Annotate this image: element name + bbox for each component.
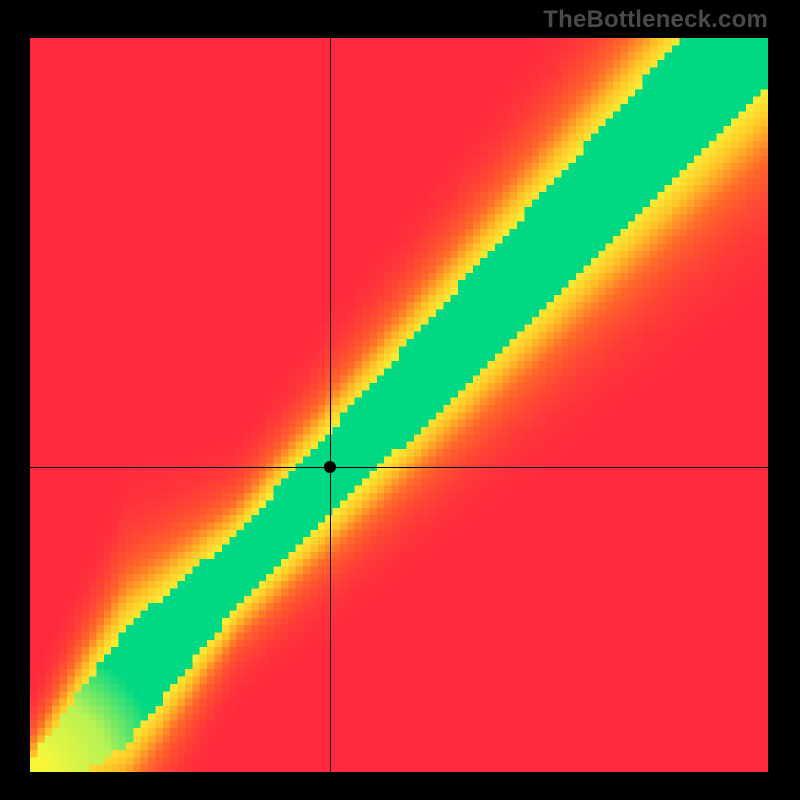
watermark-text: TheBottleneck.com xyxy=(543,6,768,34)
chart-container: TheBottleneck.com xyxy=(0,0,800,800)
heatmap-canvas xyxy=(30,38,768,772)
heatmap-plot xyxy=(30,38,768,772)
